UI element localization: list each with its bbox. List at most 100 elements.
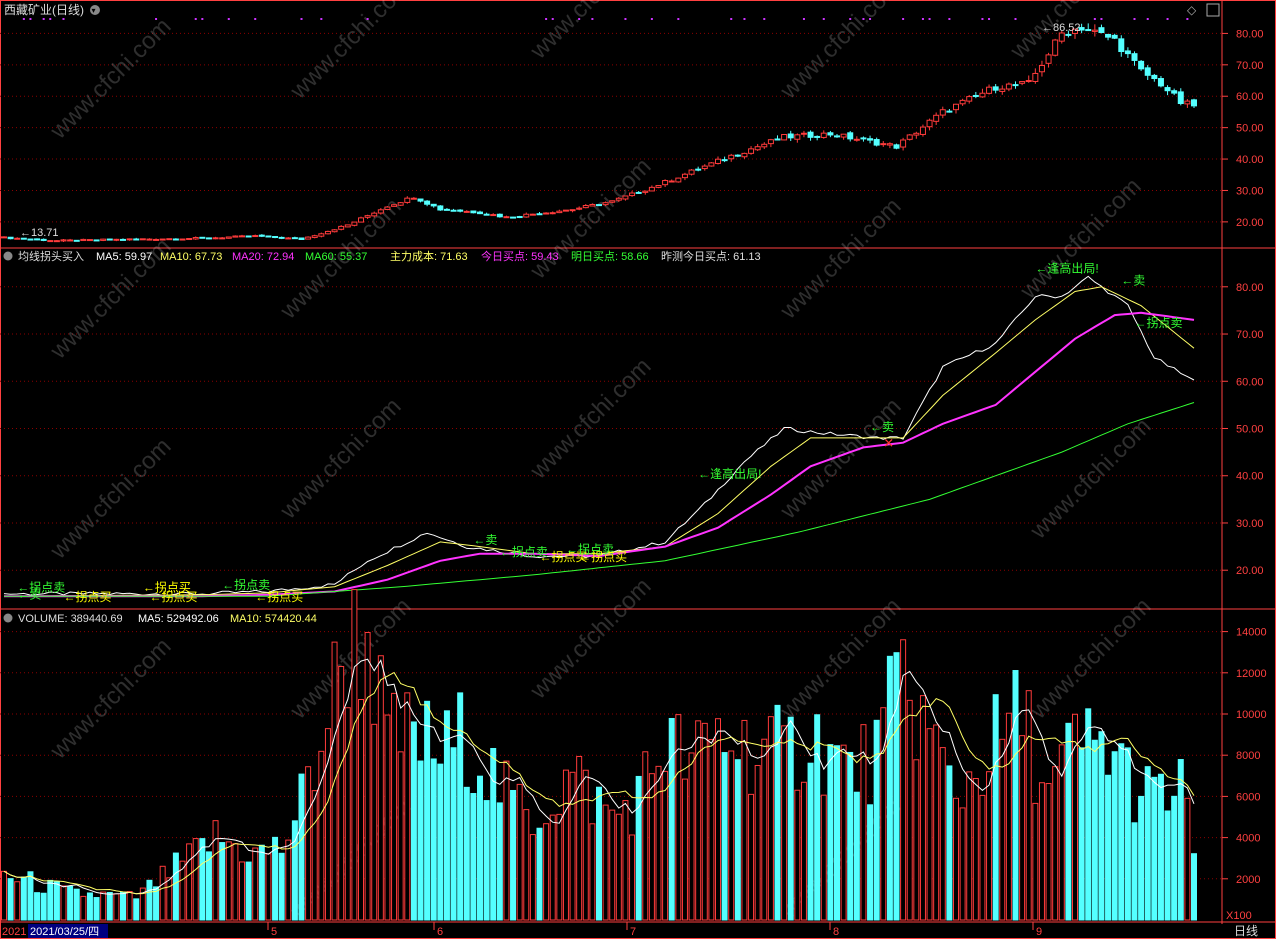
volume-bar [1025,690,1032,921]
volume-bar [886,655,893,921]
volume-bar [701,722,708,921]
candle [291,237,298,240]
indicator-tick-label: 80.00 [1236,282,1264,294]
candle [285,237,292,240]
signal-dot [42,18,45,20]
candle [410,197,417,200]
candle [939,109,946,116]
volume-bar [1065,722,1072,921]
candle [754,146,761,151]
candle [53,240,60,243]
signal-dot [29,18,32,20]
candle [146,238,153,241]
candle [919,126,926,135]
volume-bar [126,891,133,921]
candle [47,240,54,243]
candle [7,236,14,240]
candle [1078,27,1085,31]
candle [1005,83,1012,90]
volume-bar [734,759,741,921]
signal-dot [1133,18,1136,20]
volume-bar [186,843,193,921]
candle [496,213,503,218]
volume-bar [933,724,940,921]
candle [999,88,1006,92]
candle [100,238,107,241]
month-label: 7 [630,926,636,938]
signal-label: ←拐点买 [149,589,197,604]
volume-bar [536,827,543,921]
candle [734,154,741,157]
volume-bar [529,834,536,921]
volume-bar [953,797,959,921]
candle [14,237,21,240]
signal-dot [948,18,951,20]
candle [371,212,378,217]
signal-dot [743,18,746,20]
signal-dot [366,18,369,20]
signal-label: ←卖 [870,420,894,434]
candle [523,213,530,218]
volume-bar [20,876,27,921]
candle [576,207,583,210]
candle [483,213,490,216]
title-menu-icon[interactable] [90,5,100,15]
candle [979,92,986,98]
candle [126,238,133,241]
volume-bar [477,775,483,921]
signal-dot [677,18,680,20]
signal-label: ←拐点卖 [17,579,65,594]
candle [800,132,807,135]
candle [272,236,279,239]
signal-dot [902,18,905,20]
candle [34,238,41,241]
indicator-header-item: MA5: 59.97 [96,251,152,263]
candle [1025,80,1032,83]
candle [893,144,900,149]
period-label[interactable]: 日线 [1234,924,1258,938]
chart-title: 西藏矿业(日线) [4,3,84,17]
candle [397,202,404,206]
volume-bar [338,665,345,921]
volume-bar [900,639,907,921]
signal-dot [300,18,303,20]
indicator-menu-icon[interactable] [3,251,13,261]
diamond-icon[interactable]: ◇ [1187,3,1197,17]
candle [225,236,232,239]
volume-bar [602,804,609,921]
volume-bar [834,745,840,921]
volume-bar [635,775,642,921]
candle [1065,33,1072,36]
signal-label: ←拐点卖 [500,544,548,559]
volume-bar [794,789,801,921]
volume-bar [609,809,616,921]
candle [1164,87,1171,92]
indicator-header-item: 明日买点: 58.66 [571,250,649,263]
candle [549,212,556,215]
volume-bar [754,764,761,921]
candle [245,235,252,238]
watermark-text: www.cfchi.com [524,353,656,485]
volume-bar [404,692,411,921]
candle [900,139,907,148]
candle [265,235,272,238]
volume-bar [582,769,589,921]
month-label: 8 [833,926,839,938]
volume-tick-label: 2000 [1236,874,1260,886]
volume-bar [556,813,563,921]
candle [1184,100,1191,105]
candle [781,134,788,141]
candle [443,208,450,211]
candle [358,217,364,223]
volume-bar [1019,735,1026,921]
candle [311,235,318,238]
candle [212,237,219,240]
volume-bar [27,871,34,921]
volume-bar [73,888,80,921]
volume-menu-icon[interactable] [3,613,13,623]
panel-toggle-icon[interactable] [1206,3,1220,17]
signal-dot [730,18,733,20]
cursor-date-box[interactable] [28,924,108,938]
candle [728,154,735,160]
